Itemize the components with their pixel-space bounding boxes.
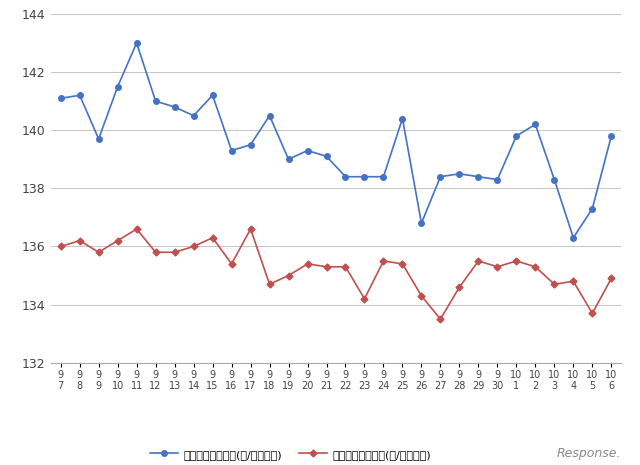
ハイオク看板価格(円/リットル) <box>266 113 273 119</box>
ハイオク看板価格(円/リットル) <box>399 116 406 121</box>
ハイオク実売価格(円/リットル) <box>266 281 273 287</box>
ハイオク実売価格(円/リットル) <box>493 264 501 270</box>
ハイオク実売価格(円/リットル) <box>342 264 349 270</box>
ハイオク実売価格(円/リットル) <box>607 276 615 281</box>
Line: ハイオク看板価格(円/リットル): ハイオク看板価格(円/リットル) <box>58 40 614 240</box>
ハイオク看板価格(円/リットル) <box>133 40 141 46</box>
ハイオク看板価格(円/リットル) <box>171 104 179 110</box>
ハイオク看板価格(円/リットル) <box>114 84 122 89</box>
ハイオク実売価格(円/リットル) <box>550 281 558 287</box>
ハイオク看板価格(円/リットル) <box>436 174 444 179</box>
ハイオク看板価格(円/リットル) <box>246 142 254 147</box>
ハイオク実売価格(円/リットル) <box>114 238 122 244</box>
ハイオク実売価格(円/リットル) <box>171 249 179 255</box>
ハイオク実売価格(円/リットル) <box>570 279 577 284</box>
ハイオク実売価格(円/リットル) <box>152 249 159 255</box>
ハイオク実売価格(円/リットル) <box>380 258 387 264</box>
ハイオク看板価格(円/リットル) <box>57 95 65 101</box>
ハイオク実売価格(円/リットル) <box>589 311 596 316</box>
ハイオク実売価格(円/リットル) <box>474 258 483 264</box>
ハイオク看板価格(円/リットル) <box>513 133 520 139</box>
ハイオク看板価格(円/リットル) <box>531 122 539 127</box>
ハイオク看板価格(円/リットル) <box>589 206 596 212</box>
ハイオク実売価格(円/リットル) <box>399 261 406 266</box>
ハイオク実売価格(円/リットル) <box>246 226 254 232</box>
ハイオク実売価格(円/リットル) <box>513 258 520 264</box>
ハイオク看板価格(円/リットル) <box>417 220 425 226</box>
ハイオク看板価格(円/リットル) <box>95 136 102 142</box>
ハイオク看板価格(円/リットル) <box>303 148 311 153</box>
ハイオク看板価格(円/リットル) <box>607 133 615 139</box>
ハイオク看板価格(円/リットル) <box>76 93 83 98</box>
ハイオク実売価格(円/リットル) <box>417 293 425 299</box>
ハイオク看板価格(円/リットル) <box>209 93 216 98</box>
ハイオク実売価格(円/リットル) <box>323 264 330 270</box>
ハイオク看板価格(円/リットル) <box>228 148 236 153</box>
ハイオク実売価格(円/リットル) <box>456 284 463 290</box>
ハイオク実売価格(円/リットル) <box>209 235 216 240</box>
ハイオク実売価格(円/リットル) <box>436 316 444 322</box>
ハイオク看板価格(円/リットル) <box>323 153 330 159</box>
Line: ハイオク実売価格(円/リットル): ハイオク実売価格(円/リットル) <box>58 226 614 321</box>
ハイオク実売価格(円/リットル) <box>285 272 292 278</box>
ハイオク看板価格(円/リットル) <box>361 174 369 179</box>
ハイオク看板価格(円/リットル) <box>474 174 483 179</box>
ハイオク実売価格(円/リットル) <box>228 261 236 266</box>
ハイオク実売価格(円/リットル) <box>95 249 102 255</box>
ハイオク実売価格(円/リットル) <box>76 238 83 244</box>
Legend: ハイオク看板価格(円/リットル), ハイオク実売価格(円/リットル): ハイオク看板価格(円/リットル), ハイオク実売価格(円/リットル) <box>146 445 435 464</box>
Text: Response.: Response. <box>556 447 621 460</box>
ハイオク看板価格(円/リットル) <box>189 113 197 119</box>
ハイオク実売価格(円/リットル) <box>361 296 369 302</box>
ハイオク実売価格(円/リットル) <box>57 244 65 249</box>
ハイオク看板価格(円/リットル) <box>550 177 558 182</box>
ハイオク看板価格(円/リットル) <box>152 98 159 104</box>
ハイオク看板価格(円/リットル) <box>380 174 387 179</box>
ハイオク看板価格(円/リットル) <box>570 235 577 240</box>
ハイオク実売価格(円/リットル) <box>303 261 311 266</box>
ハイオク看板価格(円/リットル) <box>456 171 463 177</box>
ハイオク看板価格(円/リットル) <box>342 174 349 179</box>
ハイオク看板価格(円/リットル) <box>285 156 292 162</box>
ハイオク実売価格(円/リットル) <box>133 226 141 232</box>
ハイオク看板価格(円/リットル) <box>493 177 501 182</box>
ハイオク実売価格(円/リットル) <box>189 244 197 249</box>
ハイオク実売価格(円/リットル) <box>531 264 539 270</box>
